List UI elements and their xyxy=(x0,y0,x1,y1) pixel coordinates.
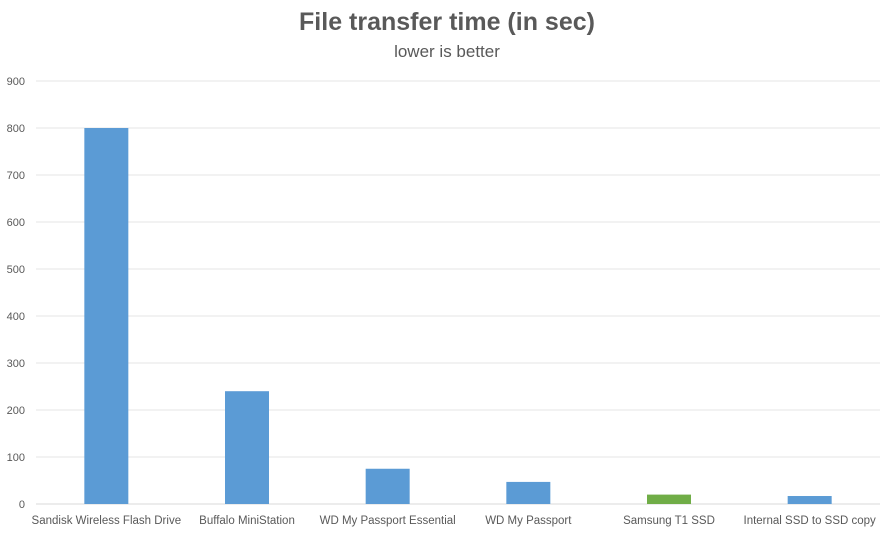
y-tick-label: 100 xyxy=(7,452,25,464)
y-tick-label: 800 xyxy=(7,123,25,135)
bar xyxy=(787,496,832,504)
bar xyxy=(84,128,129,504)
bar xyxy=(225,391,269,504)
bar xyxy=(647,494,691,504)
x-tick-label: WD My Passport Essential xyxy=(320,515,456,527)
x-tick-label: Sandisk Wireless Flash Drive xyxy=(32,515,182,527)
y-tick-label: 900 xyxy=(7,76,25,88)
bar xyxy=(506,481,551,504)
x-tick-label: Samsung T1 SSD xyxy=(623,515,715,527)
y-tick-label: 400 xyxy=(7,311,25,323)
y-tick-label: 200 xyxy=(7,405,25,417)
x-tick-label: WD My Passport xyxy=(485,515,572,527)
chart-subtitle: lower is better xyxy=(394,42,500,61)
chart-title: File transfer time (in sec) xyxy=(299,8,595,36)
y-tick-label: 600 xyxy=(7,217,25,229)
bar xyxy=(365,468,410,504)
x-tick-label: Internal SSD to SSD copy xyxy=(744,515,877,527)
y-tick-label: 300 xyxy=(7,358,25,370)
y-tick-label: 0 xyxy=(19,499,25,511)
y-tick-label: 500 xyxy=(7,264,25,276)
y-tick-label: 700 xyxy=(7,170,25,182)
x-tick-label: Buffalo MiniStation xyxy=(199,515,295,527)
